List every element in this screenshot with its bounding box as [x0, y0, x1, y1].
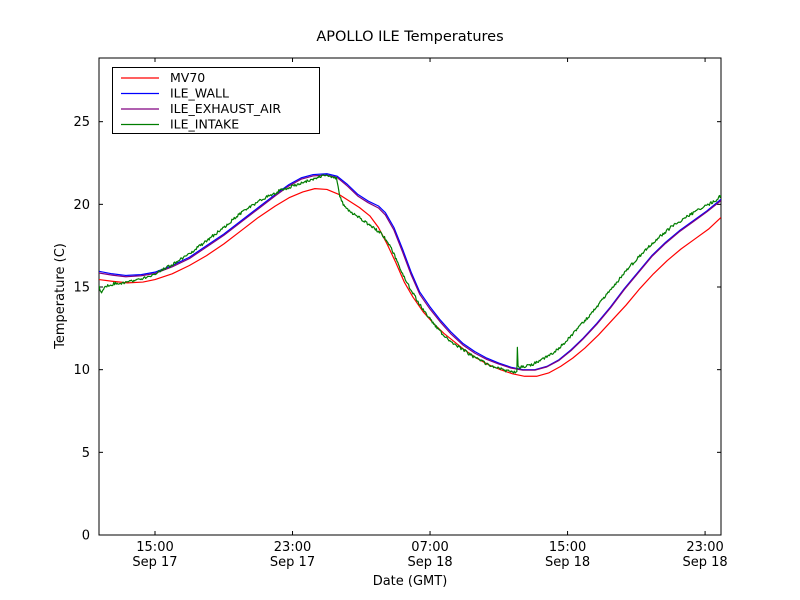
- series-ile-exhaust-air: [99, 174, 721, 371]
- x-tick-label-date: Sep 17: [132, 555, 177, 570]
- y-tick-label: 15: [73, 281, 90, 296]
- legend: MV70 ILE_WALL ILE_EXHAUST_AIR ILE_INTAKE: [112, 67, 320, 134]
- x-tick-label-time: 23:00: [686, 540, 723, 555]
- x-axis-label: Date (GMT): [373, 574, 448, 589]
- y-tick-label: 20: [73, 198, 90, 213]
- x-tick-label-date: Sep 18: [407, 555, 452, 570]
- legend-entry: ILE_WALL: [121, 86, 229, 101]
- y-tick-label: 25: [73, 115, 90, 130]
- legend-entry: ILE_INTAKE: [121, 117, 239, 132]
- legend-label: MV70: [170, 70, 205, 85]
- legend-label: ILE_EXHAUST_AIR: [170, 101, 281, 116]
- y-axis-label: Temperature (C): [53, 243, 68, 350]
- y-tick-label: 10: [73, 363, 90, 378]
- x-tick-label-time: 15:00: [136, 540, 173, 555]
- chart-title: APOLLO ILE Temperatures: [316, 29, 503, 45]
- data-series-group: [99, 173, 721, 377]
- y-tick-label: 0: [82, 529, 90, 544]
- legend-entry: ILE_EXHAUST_AIR: [121, 101, 281, 116]
- x-tick-label-time: 07:00: [411, 540, 448, 555]
- y-tick-label: 5: [82, 446, 90, 461]
- x-tick-label-date: Sep 17: [270, 555, 315, 570]
- series-ile-wall: [99, 173, 721, 371]
- legend-label: ILE_WALL: [170, 86, 229, 101]
- x-tick-label-time: 23:00: [274, 540, 311, 555]
- legend-label: ILE_INTAKE: [170, 117, 239, 132]
- legend-entry: MV70: [121, 70, 205, 85]
- series-ile-intake: [99, 174, 721, 374]
- x-tick-label-time: 15:00: [549, 540, 586, 555]
- plot-border: [98, 57, 722, 536]
- x-tick-label-date: Sep 18: [682, 555, 727, 570]
- series-mv70: [99, 188, 721, 377]
- x-tick-label-date: Sep 18: [545, 555, 590, 570]
